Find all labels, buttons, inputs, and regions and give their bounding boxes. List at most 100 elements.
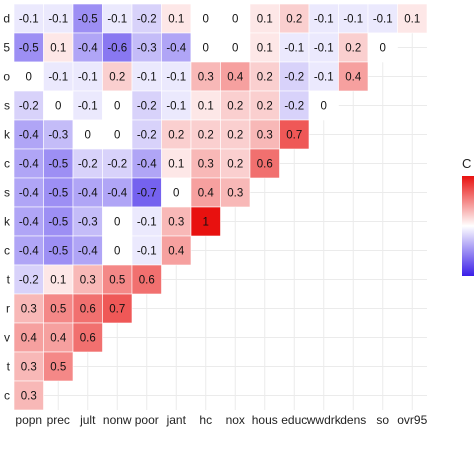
cell-value-label: 0 [380,43,386,55]
cell-value-label: -0.1 [166,101,186,113]
cell-value-label: -0.2 [19,275,39,287]
heatmap-cell [13,3,44,34]
cell-value-label: -0.1 [373,14,393,26]
heatmap-cell [43,148,74,179]
cell-value-label: 0.3 [198,159,214,171]
cell-value-label: 0.2 [257,72,273,84]
cell-value-label: 0.1 [257,43,273,55]
cell-value-label: -0.7 [137,188,157,200]
cell-value-label: -0.5 [78,14,98,26]
heatmap-cells [13,3,428,411]
cell-value-label: -0.1 [314,14,334,26]
heatmap-cell [279,3,310,34]
y-tick-label: t [7,273,11,287]
cell-value-label: 0 [114,246,120,258]
y-tick-label: r [6,302,10,316]
cell-value-label: -0.1 [107,14,127,26]
cell-value-label: -0.2 [107,159,127,171]
cell-value-label: 0.3 [257,130,273,142]
heatmap-cell [72,119,103,150]
heatmap-cell [308,90,339,121]
cell-value-label: 0.5 [50,362,66,374]
cell-value-label: 0.6 [80,333,96,345]
legend-title: C [462,156,471,171]
heatmap-cell [367,32,398,63]
cell-value-label: 0.3 [227,188,243,200]
heatmap-cell [249,148,280,179]
cell-value-label: -0.1 [314,72,334,84]
heatmap-cell [131,3,162,34]
x-tick-label: jult [79,413,96,427]
cell-value-label: 0.4 [227,72,244,84]
cell-value-label: 0.2 [345,43,361,55]
heatmap-cell [102,119,133,150]
cell-value-label: -0.1 [48,72,68,84]
heatmap-cell [43,61,74,92]
cell-value-label: -0.4 [78,188,98,200]
heatmap-cell [131,177,162,208]
heatmap-cell [43,293,74,324]
heatmap-cell [131,264,162,295]
cell-value-label: -0.1 [48,14,68,26]
heatmap-cell [43,235,74,266]
heatmap-cell [190,61,221,92]
cell-value-label: -0.4 [19,217,39,229]
x-tick-label: educ [281,413,307,427]
y-tick-label: s [4,186,10,200]
cell-value-label: -0.3 [137,43,157,55]
heatmap-cell [131,90,162,121]
cell-value-label: 0.2 [227,101,243,113]
heatmap-cell [102,293,133,324]
y-tick-label: d [3,12,10,26]
heatmap-cell [190,206,221,237]
x-tick-label: hc [199,413,212,427]
cell-value-label: 0.6 [139,275,155,287]
heatmap-cell [338,3,369,34]
heatmap-cell [161,235,192,266]
cell-value-label: -0.1 [137,246,157,258]
heatmap-cell [72,90,103,121]
cell-value-label: -0.1 [137,217,157,229]
cell-value-label: -0.2 [19,101,39,113]
cell-value-label: 0.4 [21,333,38,345]
heatmap-cell [308,3,339,34]
y-tick-label: c [4,244,10,258]
heatmap-cell [43,322,74,353]
heatmap-cell [72,322,103,353]
cell-value-label: 0 [321,101,327,113]
cell-value-label: 0.1 [257,14,273,26]
heatmap-cell [13,293,44,324]
heatmap-cell [102,32,133,63]
x-tick-label: wwdrk [306,413,342,427]
y-tick-label: 5 [3,41,10,55]
cell-value-label: 0.7 [109,304,125,316]
cell-value-label: 0 [114,130,120,142]
cell-value-labels: -0.1 -0.1 -0.5 -0.1 -0.2 0.1 0 0 0.1 0.2 -0.1 -0.1-… [19,14,420,403]
heatmap-cell [43,351,74,382]
heatmap-cell [279,119,310,150]
cell-value-label: 0.3 [21,362,37,374]
heatmap-cell [397,3,428,34]
y-tick-label: o [3,70,10,84]
cell-value-label: 0.1 [50,43,66,55]
cell-value-label: -0.1 [137,72,157,84]
heatmap-cell [72,61,103,92]
heatmap-cell [161,32,192,63]
cell-value-label: -0.2 [137,101,157,113]
x-tick-label: dens [340,413,366,427]
cell-value-label: 0.6 [80,304,96,316]
cell-value-label: 0.3 [168,217,184,229]
heatmap-cell [131,148,162,179]
heatmap-cell [102,177,133,208]
cell-value-label: -0.4 [107,188,127,200]
cell-value-label: 0 [203,43,209,55]
heatmap-cell [249,3,280,34]
cell-value-label: -0.1 [343,14,363,26]
heatmap-cell [131,119,162,150]
heatmap-cell [13,264,44,295]
cell-value-label: 0.2 [227,159,243,171]
y-tick-label: k [4,215,11,229]
cell-value-label: -0.4 [137,159,157,171]
cell-value-label: -0.1 [19,14,39,26]
cell-value-label: 0.3 [21,391,37,403]
